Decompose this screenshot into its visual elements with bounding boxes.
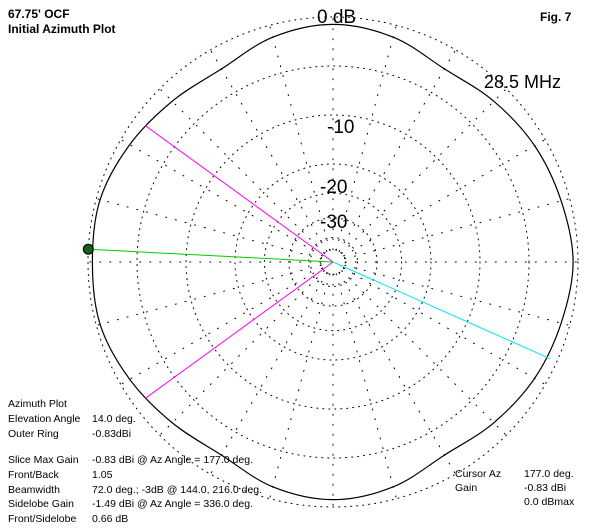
ring-label-3: -30 <box>320 212 347 233</box>
ring-label-2: -20 <box>320 177 347 198</box>
ring-labels: 0 dB -10 -20 -30 <box>317 7 356 233</box>
grid-ring-0 <box>87 16 579 508</box>
max-gain-dot <box>82 243 94 255</box>
grid-ring-6 <box>308 237 358 287</box>
dbmax-value: 0.0 dBmax <box>524 496 575 508</box>
gain-label: Gain <box>455 482 478 494</box>
frequency-label: 28.5 MHz <box>484 72 561 92</box>
grid-spoke-210 <box>120 267 323 385</box>
polar-grid <box>87 16 579 508</box>
plot-title-line2: Initial Azimuth Plot <box>8 22 116 36</box>
cursor-az-value: 177.0 deg. <box>524 468 574 480</box>
max-gain-line <box>88 248 334 263</box>
plot-type-label: Azimuth Plot <box>8 398 67 410</box>
plot-title-line1: 67.75' OCF <box>8 7 70 21</box>
grid-spoke-120 <box>210 49 328 252</box>
figure-label: Fig. 7 <box>540 10 572 24</box>
grid-spoke-150 <box>120 139 323 257</box>
sidelobe-line <box>332 261 551 360</box>
outer-ring-label: Outer Ring <box>8 428 59 440</box>
sidelobe-gain-value: -1.49 dBi @ Az Angle = 336.0 deg. <box>92 498 253 510</box>
pattern-curve <box>91 23 574 501</box>
marker-layer <box>82 125 551 399</box>
grid-ring-5 <box>288 217 378 307</box>
cursor-az-label: Cursor Az <box>455 468 502 480</box>
gain-value: -0.83 dBi <box>524 482 567 494</box>
grid-ring-3 <box>234 163 432 361</box>
elevation-angle-value: 14.0 deg. <box>92 413 136 425</box>
grid-spoke-30 <box>343 139 546 257</box>
ring-label-0: 0 dB <box>317 7 356 28</box>
front-back-label: Front/Back <box>8 469 59 481</box>
grid-ring-4 <box>263 192 403 332</box>
front-sidelobe-value: 0.66 dB <box>92 513 129 525</box>
pattern-layer <box>91 23 574 501</box>
grid-spoke-315 <box>341 270 507 436</box>
slice-max-gain-label: Slice Max Gain <box>8 454 79 466</box>
grid-spoke-15 <box>344 198 571 260</box>
grid-spoke-60 <box>338 49 456 252</box>
front-sidelobe-label: Front/Sidelobe <box>8 513 77 525</box>
beamwidth-value: 72.0 deg.; -3dB @ 144.0, 216.0 deg. <box>92 484 263 496</box>
front-back-value: 1.05 <box>92 469 113 481</box>
grid-spoke-345 <box>344 264 571 326</box>
grid-spoke-240 <box>210 272 328 475</box>
grid-spoke-330 <box>343 267 546 385</box>
grid-ring-1 <box>136 65 530 459</box>
grid-spoke-300 <box>338 272 456 475</box>
grid-spoke-45 <box>341 88 507 254</box>
grid-spoke-285 <box>335 273 397 500</box>
sidelobe-gain-label: Sidelobe Gain <box>8 498 74 510</box>
grid-spoke-135 <box>159 88 325 254</box>
grid-ring-2 <box>185 114 481 410</box>
slice-max-gain-value: -0.83 dBi @ Az Angle = 177.0 deg. <box>92 454 253 466</box>
ring-label-1: -10 <box>327 117 354 138</box>
grid-spoke-255 <box>269 273 331 500</box>
outer-ring-value: -0.83dBi <box>92 428 132 440</box>
beamwidth-line-0 <box>145 125 334 263</box>
beamwidth-label: Beamwidth <box>8 484 60 496</box>
grid-spoke-225 <box>159 270 325 436</box>
beamwidth-line-1 <box>145 261 334 399</box>
elevation-angle-label: Elevation Angle <box>8 413 81 425</box>
